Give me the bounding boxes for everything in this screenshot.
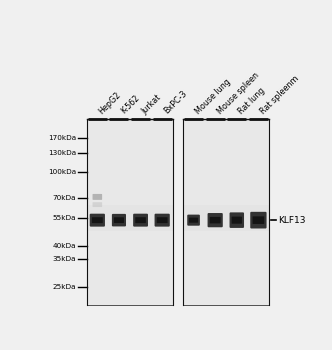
Bar bbox=[87, 204, 173, 231]
FancyBboxPatch shape bbox=[229, 212, 244, 228]
FancyBboxPatch shape bbox=[232, 217, 242, 224]
Text: Rat lung: Rat lung bbox=[237, 86, 267, 116]
FancyBboxPatch shape bbox=[208, 213, 223, 227]
FancyBboxPatch shape bbox=[114, 217, 124, 223]
FancyBboxPatch shape bbox=[187, 215, 200, 226]
FancyBboxPatch shape bbox=[210, 217, 221, 223]
Text: KLF13: KLF13 bbox=[279, 216, 306, 225]
Text: BxPC-3: BxPC-3 bbox=[162, 89, 189, 116]
Text: 25kDa: 25kDa bbox=[53, 284, 76, 290]
Text: K-562: K-562 bbox=[119, 93, 141, 116]
FancyBboxPatch shape bbox=[157, 217, 168, 223]
Text: Mouse spleen: Mouse spleen bbox=[215, 70, 260, 116]
FancyBboxPatch shape bbox=[250, 212, 267, 229]
Text: Rat spleenm: Rat spleenm bbox=[258, 74, 300, 116]
Bar bbox=[183, 204, 269, 231]
Text: 35kDa: 35kDa bbox=[53, 256, 76, 262]
FancyBboxPatch shape bbox=[112, 214, 126, 226]
Text: 55kDa: 55kDa bbox=[53, 215, 76, 221]
Text: Jurkat: Jurkat bbox=[140, 93, 163, 116]
Bar bbox=[183, 119, 269, 305]
FancyBboxPatch shape bbox=[155, 214, 170, 226]
Text: 130kDa: 130kDa bbox=[48, 150, 76, 156]
Bar bbox=[87, 119, 173, 305]
FancyBboxPatch shape bbox=[92, 217, 103, 223]
Text: Mouse lung: Mouse lung bbox=[194, 77, 232, 116]
Text: 100kDa: 100kDa bbox=[48, 169, 76, 175]
Text: 170kDa: 170kDa bbox=[48, 135, 76, 141]
FancyBboxPatch shape bbox=[135, 217, 146, 223]
FancyBboxPatch shape bbox=[93, 202, 102, 207]
FancyBboxPatch shape bbox=[189, 218, 198, 223]
FancyBboxPatch shape bbox=[90, 214, 105, 226]
Text: 40kDa: 40kDa bbox=[53, 243, 76, 249]
FancyBboxPatch shape bbox=[253, 216, 264, 224]
FancyBboxPatch shape bbox=[93, 194, 102, 200]
Text: HepG2: HepG2 bbox=[97, 90, 123, 116]
FancyBboxPatch shape bbox=[133, 214, 148, 226]
Text: 70kDa: 70kDa bbox=[53, 195, 76, 201]
